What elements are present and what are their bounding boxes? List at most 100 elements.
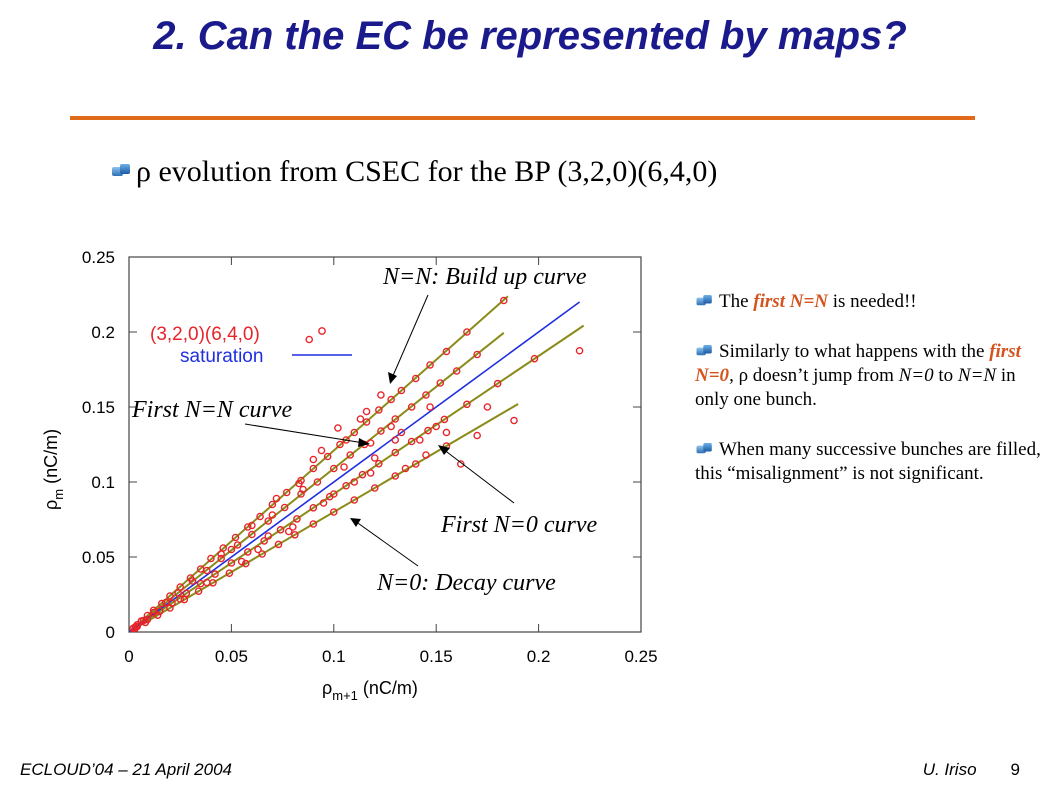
side-notes: The first N=N is needed!! Similarly to w…	[695, 290, 1045, 500]
data-point	[293, 515, 301, 523]
footer-author-page: U. Iriso 9	[923, 760, 1020, 780]
data-point	[309, 464, 318, 473]
annotation-first-nn-arrow	[244, 423, 365, 444]
data-point	[329, 490, 338, 498]
data-point	[264, 517, 273, 525]
footer-event: ECLOUD’04 – 21 April 2004	[20, 760, 232, 779]
data-point	[272, 494, 281, 503]
data-point	[387, 395, 395, 404]
data-point	[377, 427, 385, 435]
data-point	[268, 511, 277, 519]
data-point	[227, 559, 236, 567]
data-point	[180, 595, 189, 604]
data-point	[426, 361, 434, 369]
data-point	[463, 328, 471, 336]
data-point	[346, 451, 354, 459]
side-note-3: When many successive bunches are filled,…	[695, 439, 1041, 484]
data-point	[426, 403, 434, 411]
data-point	[407, 403, 416, 411]
annotation-first-nn: First N=N curve	[131, 397, 293, 423]
data-point	[340, 463, 348, 471]
data-point	[319, 499, 328, 507]
legend-marker-data	[318, 327, 326, 335]
data-point	[297, 490, 305, 498]
data-point	[411, 374, 420, 383]
x-axis-label: ρm+1 (nC/m)	[322, 678, 418, 703]
data-point	[375, 459, 383, 468]
annotation-first-n0-arrow	[442, 448, 515, 504]
data-point	[233, 541, 242, 549]
data-point	[188, 577, 197, 585]
data-point	[284, 527, 293, 536]
data-point	[131, 624, 139, 633]
data-point	[231, 533, 240, 542]
data-point	[575, 346, 584, 355]
data-point	[329, 464, 338, 473]
page-number: 9	[1010, 760, 1020, 779]
data-point	[309, 455, 318, 464]
data-point	[243, 523, 252, 531]
data-point	[268, 500, 277, 509]
data-point	[391, 448, 400, 457]
data-point	[510, 416, 518, 425]
data-point	[143, 611, 152, 620]
y-axis-label: ρm (nC/m)	[41, 429, 66, 510]
data-point	[237, 557, 246, 566]
data-point	[432, 422, 441, 431]
data-point	[456, 460, 465, 468]
data-point	[499, 296, 508, 305]
data-point	[309, 503, 318, 512]
data-point	[264, 532, 273, 540]
annotation-build-up-arrow	[391, 294, 429, 379]
data-point	[493, 379, 502, 388]
x-tick-label: 0.25	[624, 647, 657, 666]
data-point	[227, 545, 236, 554]
data-point	[411, 460, 420, 468]
x-tick-label: 0.05	[215, 647, 248, 666]
data-point	[313, 478, 322, 486]
data-point	[254, 545, 262, 554]
data-point	[401, 464, 410, 473]
bullet-icon	[696, 442, 714, 455]
data-point	[350, 428, 359, 437]
y-tick-label: 0	[106, 623, 115, 642]
data-point	[391, 472, 400, 480]
side-note-2: Similarly to what happens with the first…	[695, 341, 1021, 410]
data-point	[295, 479, 303, 488]
data-point	[336, 440, 344, 449]
data-point	[276, 526, 285, 534]
y-tick-label: 0.25	[82, 248, 115, 267]
data-point	[203, 578, 211, 587]
data-point	[141, 618, 150, 627]
data-point	[422, 451, 430, 459]
data-point	[473, 431, 481, 440]
main-bullet: ρ evolution from CSEC for the BP (3,2,0)…	[112, 155, 717, 189]
data-point	[442, 428, 451, 437]
data-point	[194, 587, 203, 596]
data-point	[407, 437, 416, 446]
main-bullet-text: ρ evolution from CSEC for the BP (3,2,0)…	[136, 155, 718, 188]
data-point	[305, 335, 314, 344]
data-point	[442, 347, 451, 356]
annotation-decay-arrowhead	[350, 518, 361, 527]
saturation-line	[128, 301, 581, 633]
data-point	[282, 488, 291, 497]
data-point	[139, 616, 148, 625]
data-point	[217, 554, 225, 563]
data-point	[248, 530, 256, 539]
data-point	[342, 481, 350, 490]
data-point	[397, 428, 406, 437]
data-point	[358, 470, 367, 479]
data-point	[377, 391, 385, 399]
annotation-first-n0: First N=0 curve	[440, 512, 598, 538]
data-point	[217, 550, 225, 558]
data-point	[157, 599, 166, 608]
y-tick-label: 0.1	[91, 473, 115, 492]
annotation-build-up: N=N: Build up curve	[382, 264, 587, 290]
data-point	[291, 531, 299, 539]
side-note-1: The first N=N is needed!!	[695, 290, 1045, 314]
data-point	[317, 446, 326, 455]
data-point	[530, 354, 539, 363]
data-point	[260, 537, 268, 545]
title-rule	[70, 116, 975, 120]
